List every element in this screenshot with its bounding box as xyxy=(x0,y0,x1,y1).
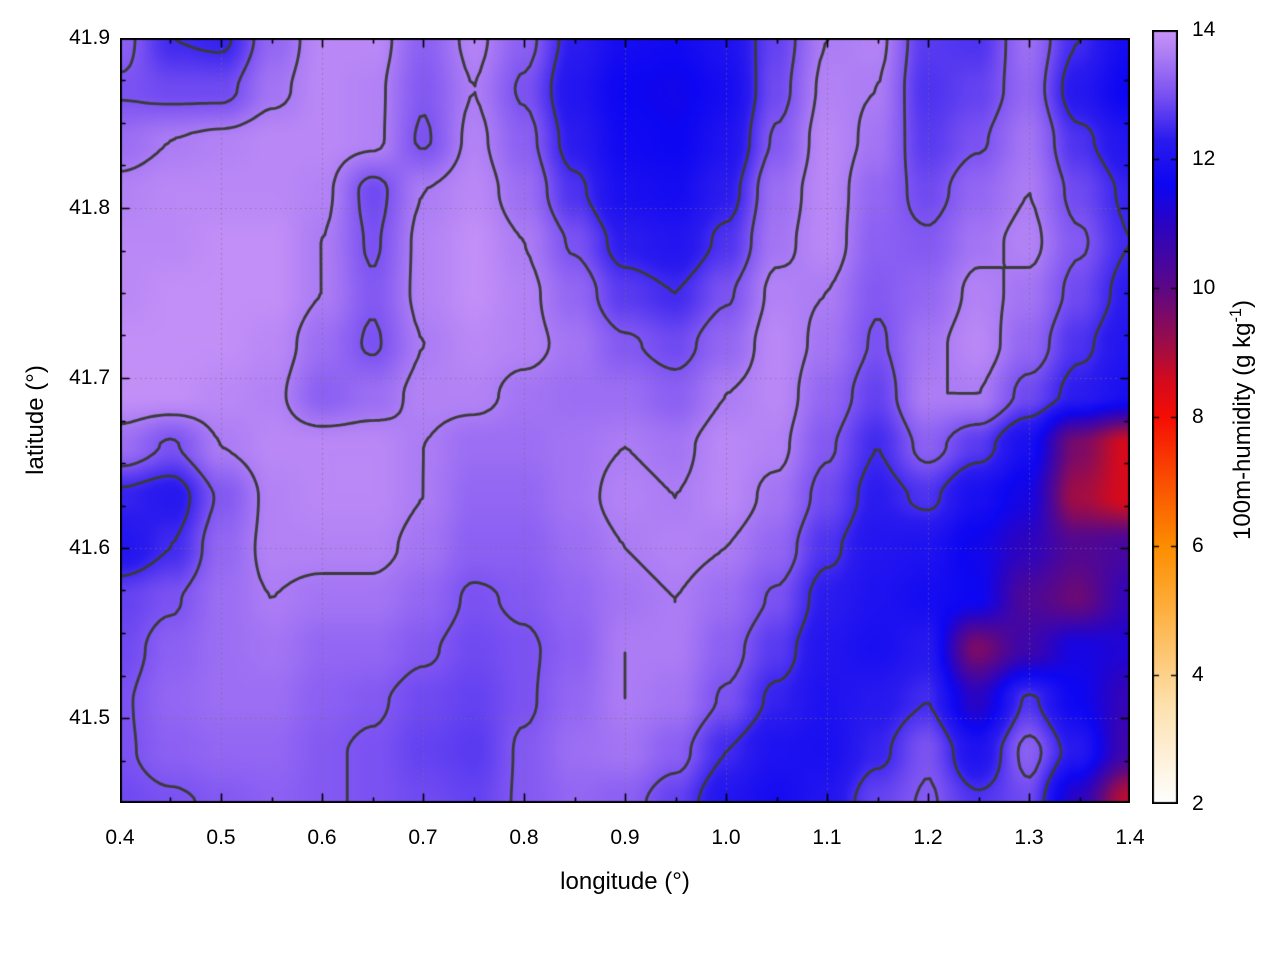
y-tick-label: 41.9 xyxy=(69,26,110,49)
x-tick-label: 0.7 xyxy=(408,826,438,849)
x-tick-label: 0.5 xyxy=(206,826,236,849)
colorbar-title-suffix: ) xyxy=(1229,300,1256,309)
x-tick-label: 1.3 xyxy=(1014,826,1044,849)
x-tick-label: 0.6 xyxy=(307,826,337,849)
colorbar-tick-label: 2 xyxy=(1192,792,1204,815)
colorbar-tick-label: 6 xyxy=(1192,534,1204,557)
colorbar-tick-label: 10 xyxy=(1192,276,1216,299)
heatmap-canvas xyxy=(120,38,1130,803)
colorbar-tick-label: 12 xyxy=(1192,147,1216,170)
x-tick-label: 1.1 xyxy=(812,826,842,849)
y-tick-label: 41.8 xyxy=(69,196,110,219)
x-tick-label: 0.9 xyxy=(610,826,640,849)
colorbar-gradient xyxy=(1152,30,1178,804)
y-tick-label: 41.7 xyxy=(69,366,110,389)
colorbar-tick-label: 8 xyxy=(1192,405,1204,428)
colorbar-tick-label: 4 xyxy=(1192,663,1204,686)
x-tick-label: 0.4 xyxy=(105,826,135,849)
x-tick-label: 1.4 xyxy=(1115,826,1145,849)
colorbar-title-prefix: 100m-humidity (g kg xyxy=(1229,322,1256,540)
y-tick-label: 41.6 xyxy=(69,536,110,559)
x-tick-label: 1.0 xyxy=(711,826,741,849)
x-axis-title: longitude (°) xyxy=(560,868,690,895)
y-tick-label: 41.5 xyxy=(69,706,110,729)
x-tick-label: 1.2 xyxy=(913,826,943,849)
colorbar-title: 100m-humidity (g kg-1) xyxy=(1227,300,1257,540)
x-tick-label: 0.8 xyxy=(509,826,539,849)
colorbar-title-superscript: -1 xyxy=(1227,308,1245,323)
y-axis-title: latitude (°) xyxy=(22,365,49,475)
colorbar-tick-label: 14 xyxy=(1192,18,1216,41)
